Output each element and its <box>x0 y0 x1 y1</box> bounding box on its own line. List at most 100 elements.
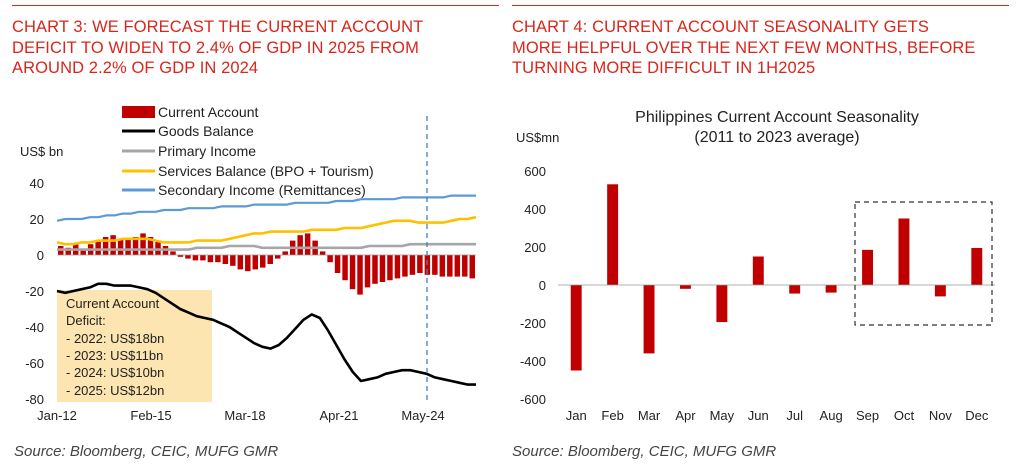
right-y-tick-label: -200 <box>520 316 546 331</box>
right-y-axis-title: US$mn <box>516 130 559 145</box>
left-x-tick-label: Jan-12 <box>37 408 77 423</box>
deficit-annotation-box <box>57 290 212 402</box>
current-account-bar <box>95 240 101 255</box>
right-x-tick-label: Jun <box>748 408 769 423</box>
right-y-tick-label: 400 <box>524 202 546 217</box>
current-account-bar <box>327 255 333 263</box>
seasonality-bar <box>789 285 801 294</box>
right-y-tick-label: 600 <box>524 164 546 179</box>
seasonality-bar <box>752 256 764 285</box>
current-account-bar <box>65 247 71 255</box>
current-account-bar <box>454 255 461 277</box>
right-y-tick-label: -400 <box>520 354 546 369</box>
left-x-tick-label: Feb-15 <box>130 408 171 423</box>
right-source-note: Source: Bloomberg, CEIC, MUFG GMR <box>512 443 777 460</box>
seasonality-bar <box>825 285 837 293</box>
right-y-tick-label: -600 <box>520 392 546 407</box>
seasonality-bar <box>971 247 983 285</box>
right-x-tick-label: Jan <box>566 408 587 423</box>
primary-income-line <box>57 242 476 251</box>
left-y-tick-label: 20 <box>30 212 44 227</box>
right-y-tick-label: 0 <box>539 278 546 293</box>
seasonality-bar <box>679 285 691 289</box>
current-account-bar <box>125 238 131 255</box>
annotation-line: - 2022: US$18bn <box>66 331 164 346</box>
right-chart-subtitle: (2011 to 2023 average) <box>694 129 859 146</box>
current-account-bar <box>185 255 191 259</box>
left-x-tick-label: May-24 <box>401 408 444 423</box>
legend-label: Goods Balance <box>158 123 254 139</box>
annotation-line: - 2023: US$11bn <box>66 348 163 363</box>
right-x-tick-label: May <box>710 408 735 423</box>
left-y-tick-label: 40 <box>30 176 44 191</box>
annotation-line: - 2025: US$12bn <box>66 383 164 398</box>
current-account-bar <box>387 255 393 281</box>
current-account-bar <box>252 255 259 270</box>
legend-label: Secondary Income (Remittances) <box>158 182 366 198</box>
current-account-bar <box>274 255 281 259</box>
current-account-bar <box>117 238 124 255</box>
annotation-line: Deficit: <box>66 313 106 328</box>
seasonality-bar <box>898 218 910 285</box>
current-account-bar <box>447 255 453 277</box>
current-account-bar <box>349 255 356 290</box>
right-x-tick-label: Jul <box>786 408 803 423</box>
right-chart-heading: CHART 4: CURRENT ACCOUNT SEASONALITY GET… <box>512 17 1012 79</box>
current-account-bar <box>230 255 236 266</box>
seasonality-bar <box>570 285 582 371</box>
left-header-rule <box>12 5 499 6</box>
current-account-bar <box>80 249 86 255</box>
annotation-line: - 2024: US$10bn <box>66 365 164 380</box>
left-y-axis-title: US$ bn <box>20 144 63 159</box>
current-account-bar <box>177 255 184 257</box>
seasonality-bar <box>643 285 655 354</box>
current-account-bar <box>282 251 288 255</box>
current-account-bar <box>462 255 468 277</box>
current-account-bar <box>334 255 341 273</box>
annotation-line: Current Account <box>66 296 160 311</box>
right-x-tick-label: Mar <box>638 408 661 423</box>
left-y-tick-label: -80 <box>25 392 44 407</box>
current-account-bar <box>342 255 348 281</box>
left-heading-line-3: AROUND 2.2% OF GDP IN 2024 <box>12 59 259 77</box>
current-account-bar <box>147 237 154 255</box>
left-x-tick-label: Mar-18 <box>224 408 265 423</box>
current-account-bar <box>132 237 139 255</box>
seasonality-bars <box>558 184 995 371</box>
right-x-tick-label: Oct <box>894 408 915 423</box>
seasonality-bar <box>862 249 874 285</box>
right-x-tick-label: Feb <box>601 408 623 423</box>
current-account-bar <box>417 255 423 273</box>
current-account-bar <box>267 255 273 264</box>
legend-swatch-current-account <box>122 106 155 118</box>
current-account-bar <box>245 255 251 272</box>
left-y-tick-label: 0 <box>37 248 44 263</box>
left-chart-heading: CHART 3: WE FORECAST THE CURRENT ACCOUNT… <box>12 17 502 79</box>
highlight-dashed-box <box>854 201 993 326</box>
current-account-bar <box>192 255 199 261</box>
left-y-tick-label: -20 <box>25 284 44 299</box>
legend-label: Primary Income <box>158 143 256 159</box>
current-account-bar <box>102 237 109 255</box>
current-account-bar <box>402 255 408 277</box>
seasonality-bar <box>716 285 728 323</box>
legend-label: Services Balance (BPO + Tourism) <box>158 163 374 179</box>
seasonality-bar <box>934 285 946 297</box>
current-account-bar <box>207 255 214 263</box>
right-x-tick-label: Dec <box>965 408 989 423</box>
current-account-bar <box>110 235 116 255</box>
legend-label: Current Account <box>158 104 258 120</box>
current-account-bar <box>222 255 229 264</box>
left-legend: Current Account Goods Balance Primary Inco… <box>122 104 374 198</box>
left-x-tick-label: Apr-21 <box>319 408 358 423</box>
left-heading-line-2: DEFICIT TO WIDEN TO 2.4% OF GDP IN 2025 … <box>12 38 419 57</box>
current-account-bar <box>215 255 221 263</box>
current-account-bar <box>200 255 206 261</box>
right-heading-line-2: MORE HELPFUL OVER THE NEXT FEW MONTHS, B… <box>512 38 976 57</box>
current-account-bar <box>439 255 446 277</box>
current-account-bar <box>394 255 401 279</box>
right-heading-line-3: TURNING MORE DIFFICULT IN 1H2025 <box>512 59 816 77</box>
current-account-bar <box>379 255 386 282</box>
